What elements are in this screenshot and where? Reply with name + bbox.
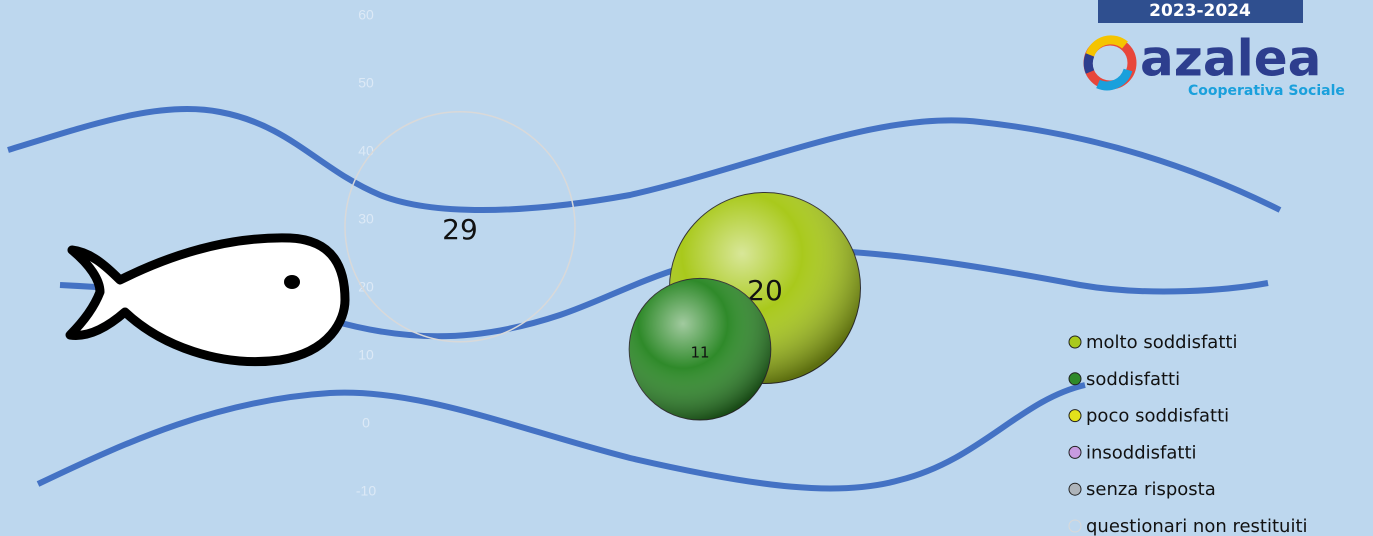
legend-label: insoddisfatti <box>1086 442 1197 463</box>
bubble-shade <box>629 278 771 421</box>
badge: 2023-2024 <box>1149 1 1251 21</box>
legend-marker <box>1068 445 1082 459</box>
data-label: 29 <box>442 213 478 246</box>
legend-marker <box>1068 335 1082 349</box>
legend-label: senza risposta <box>1086 479 1216 500</box>
badge-box <box>1098 0 1303 23</box>
legend-label: soddisfatti <box>1086 369 1180 390</box>
legend: molto soddisfatti soddisfatti poco soddisf… <box>1068 332 1308 536</box>
logo-mark <box>1083 35 1137 91</box>
legend-marker <box>1068 519 1082 533</box>
bubble <box>344 111 576 343</box>
y-tick-label: 40 <box>358 143 374 159</box>
legend-marker <box>1068 482 1082 496</box>
y-tick-label: 60 <box>358 7 374 23</box>
plot: 29 20 11 <box>344 111 862 421</box>
data-label: 20 <box>747 274 783 307</box>
legend-marker <box>1068 409 1082 423</box>
y-tick-label: -10 <box>356 483 376 499</box>
logo-text: azalea <box>1140 30 1321 88</box>
y-tick-label: 20 <box>358 279 374 295</box>
legend-marker <box>1068 372 1082 386</box>
y-tick-label: 50 <box>358 75 374 91</box>
data-label: 11 <box>690 344 709 362</box>
legend-label: questionari non restituiti <box>1086 516 1308 536</box>
y-axis: -10 0 10 20 30 40 50 60 <box>356 7 376 499</box>
y-tick-label: 10 <box>358 347 374 363</box>
y-tick-label: 30 <box>358 211 374 227</box>
logo-subtitle: Cooperativa Sociale <box>1188 83 1345 99</box>
legend-label: molto soddisfatti <box>1086 332 1237 353</box>
fish <box>65 233 350 367</box>
y-tick-label: 0 <box>362 415 370 431</box>
legend-label: poco soddisfatti <box>1086 406 1229 427</box>
